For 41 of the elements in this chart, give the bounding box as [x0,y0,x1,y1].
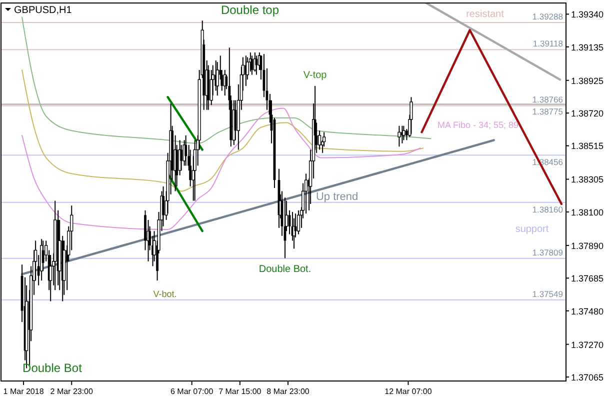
annotation: resistant [466,9,504,20]
y-tick-label: 1.38720 [571,108,604,119]
annotation: Double Bot [22,361,83,376]
y-tick-label: 1.37480 [571,306,604,316]
x-tick-label: 7 Mar 15:00 [218,387,262,396]
ref-line-label: 1.37809 [532,247,564,258]
y-tick-label: 1.37685 [571,274,604,284]
annotation: V-bot. [153,289,177,299]
candlestick [184,134,188,166]
annotation: MA Fibo - 34; 55; 89 [437,120,519,130]
y-tick-label: 1.39340 [571,10,604,20]
y-tick-label: 1.37890 [571,240,604,251]
line-series [22,69,424,192]
ref-line-label: 1.38766 [532,94,564,105]
y-tick-label: 1.38515 [571,141,604,152]
y-tick-label: 1.38925 [571,76,604,86]
ref-line-label: 1.37549 [532,288,564,299]
candlestick [234,100,237,141]
x-tick-label: 12 Mar 07:00 [384,387,432,396]
y-tick-label: 1.37270 [571,340,604,350]
ref-line-label: 1.39118 [532,38,564,49]
ref-line-label: 1.38160 [532,204,564,214]
annotation: V-top [303,70,328,81]
candlestick [410,96,413,134]
y-tick-label: 1.39135 [571,42,604,52]
x-tick-label: 2 Mar 23:00 [50,387,94,396]
y-tick-label: 1.38305 [571,174,604,185]
chart-title: GBPUSD,H1 [14,5,72,16]
ref-line-label: 1.39288 [532,11,564,22]
line-series [22,108,421,230]
annotation: support [515,224,549,235]
y-tick-label: 1.37065 [571,372,604,383]
annotation: Double top [220,3,280,17]
x-tick-label: 1 Mar 2018 [3,387,44,396]
annotation: Double Bot. [258,264,312,276]
annotation: Up trend [316,191,358,204]
x-tick-label: 6 Mar 07:00 [170,387,214,396]
y-tick-label: 1.38100 [571,207,604,218]
candlestick [296,210,300,235]
ref-line-label: 1.38775 [532,106,564,116]
x-tick-label: 8 Mar 23:00 [266,387,310,396]
